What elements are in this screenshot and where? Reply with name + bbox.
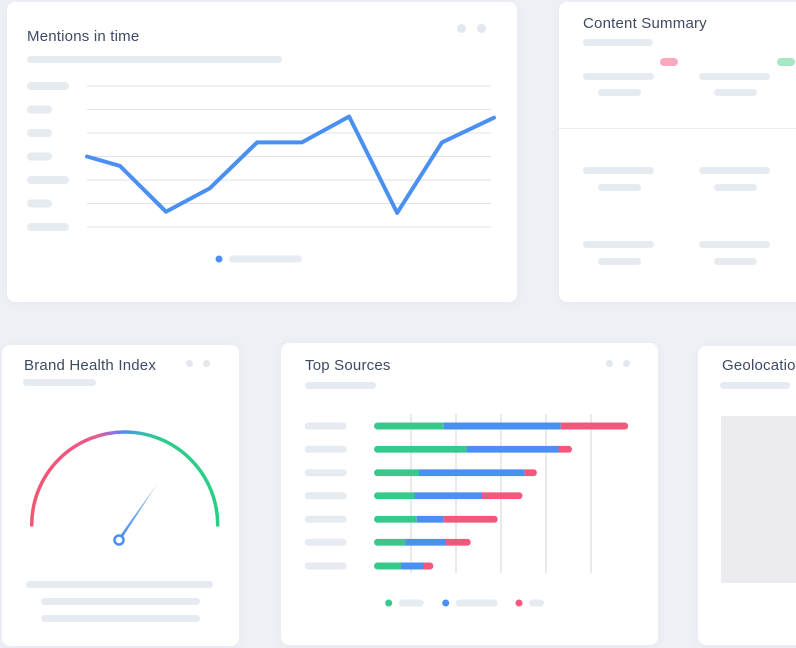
bar-segment-source-blue bbox=[405, 538, 446, 546]
y-tick-placeholder bbox=[27, 176, 69, 184]
text-placeholder bbox=[41, 598, 200, 605]
y-tick-placeholder bbox=[27, 223, 69, 231]
bar-segment-source-red bbox=[558, 445, 572, 453]
legend-dot bbox=[515, 599, 523, 607]
top-sources-bar-chart bbox=[304, 414, 629, 607]
bar-segment-source-red bbox=[482, 492, 523, 500]
bar-segment-source-blue bbox=[443, 422, 561, 430]
legend-dot bbox=[215, 255, 223, 263]
text-placeholder bbox=[597, 183, 641, 191]
subtitle-placeholder bbox=[720, 382, 790, 389]
y-tick-placeholder bbox=[27, 199, 52, 208]
bar-segment-source-blue bbox=[401, 562, 424, 570]
mentions-card: Mentions in time bbox=[7, 2, 517, 302]
bar-segment-source-green bbox=[374, 538, 406, 546]
bar-segment-source-red bbox=[560, 422, 629, 430]
card-title: Brand Health Index bbox=[24, 357, 157, 374]
geolocation-card: Geolocation bbox=[698, 346, 796, 645]
category-label-placeholder bbox=[304, 538, 347, 546]
legend-dot bbox=[385, 599, 393, 607]
subtitle-placeholder bbox=[305, 382, 376, 389]
text-placeholder bbox=[582, 72, 654, 80]
card-title: Content Summary bbox=[583, 15, 707, 32]
bar-segment-source-green bbox=[374, 445, 467, 453]
menu-dot-icon bbox=[203, 360, 210, 367]
gauge-needle bbox=[117, 483, 158, 541]
bar-segment-source-red bbox=[423, 562, 434, 570]
card-title: Geolocation bbox=[722, 357, 796, 374]
negative-badge bbox=[660, 58, 678, 66]
line-series bbox=[85, 114, 496, 215]
bar-segment-source-red bbox=[443, 515, 498, 523]
card-menu-button[interactable] bbox=[186, 360, 210, 367]
y-tick-placeholder bbox=[27, 152, 52, 161]
text-placeholder bbox=[698, 72, 770, 80]
subtitle-placeholder bbox=[23, 379, 96, 386]
category-label-placeholder bbox=[304, 515, 347, 523]
mentions-line-chart bbox=[27, 82, 496, 263]
menu-dot-icon bbox=[186, 360, 193, 367]
positive-badge bbox=[777, 58, 795, 66]
map-placeholder bbox=[721, 416, 796, 583]
brand-health-gauge bbox=[29, 430, 220, 546]
y-tick-placeholder bbox=[27, 105, 52, 114]
menu-dot-icon bbox=[477, 24, 486, 33]
legend-label-placeholder bbox=[455, 599, 498, 607]
legend-label-placeholder bbox=[529, 599, 544, 607]
card-menu-button[interactable] bbox=[606, 360, 630, 367]
category-label-placeholder bbox=[304, 469, 347, 477]
card-menu-button[interactable] bbox=[457, 24, 486, 33]
text-placeholder bbox=[713, 183, 757, 191]
y-tick-placeholder bbox=[27, 129, 52, 137]
menu-dot-icon bbox=[623, 360, 630, 367]
legend-dot bbox=[442, 599, 450, 607]
text-placeholder bbox=[698, 167, 770, 175]
legend-label-placeholder bbox=[229, 255, 302, 263]
bar-segment-source-blue bbox=[466, 445, 559, 453]
text-placeholder bbox=[582, 241, 654, 249]
content-summary-card: Content Summary bbox=[559, 2, 796, 302]
bar-segment-source-blue bbox=[414, 492, 482, 500]
category-label-placeholder bbox=[304, 562, 347, 570]
text-placeholder bbox=[713, 89, 757, 97]
gauge-arc bbox=[29, 430, 220, 527]
text-placeholder bbox=[597, 89, 641, 97]
card-title: Top Sources bbox=[305, 357, 391, 374]
category-label-placeholder bbox=[304, 422, 347, 430]
bar-segment-source-red bbox=[524, 469, 537, 477]
text-placeholder bbox=[582, 167, 654, 175]
menu-dot-icon bbox=[606, 360, 613, 367]
bar-segment-source-green bbox=[374, 492, 415, 500]
menu-dot-icon bbox=[457, 24, 466, 33]
text-placeholder bbox=[597, 257, 641, 265]
text-placeholder bbox=[698, 241, 770, 249]
text-placeholder bbox=[41, 615, 200, 622]
text-placeholder bbox=[713, 257, 757, 265]
bar-segment-source-red bbox=[446, 538, 471, 546]
text-placeholder bbox=[26, 581, 213, 588]
subtitle-placeholder bbox=[27, 56, 282, 63]
top-sources-card: Top Sources bbox=[281, 343, 658, 645]
bar-segment-source-green bbox=[374, 469, 419, 477]
bar-segment-source-green bbox=[374, 515, 417, 523]
gauge-hub bbox=[113, 534, 125, 546]
bar-segment-source-green bbox=[374, 562, 401, 570]
bar-segment-source-green bbox=[374, 422, 444, 430]
bar-segment-source-blue bbox=[416, 515, 444, 523]
category-label-placeholder bbox=[304, 492, 347, 500]
legend-label-placeholder bbox=[398, 599, 424, 607]
bar-segment-source-blue bbox=[419, 469, 525, 477]
category-label-placeholder bbox=[304, 445, 347, 453]
y-tick-placeholder bbox=[27, 82, 69, 90]
subtitle-placeholder bbox=[583, 39, 653, 46]
divider bbox=[559, 128, 796, 129]
card-title: Mentions in time bbox=[27, 28, 140, 45]
brand-health-card: Brand Health Index bbox=[2, 345, 239, 646]
